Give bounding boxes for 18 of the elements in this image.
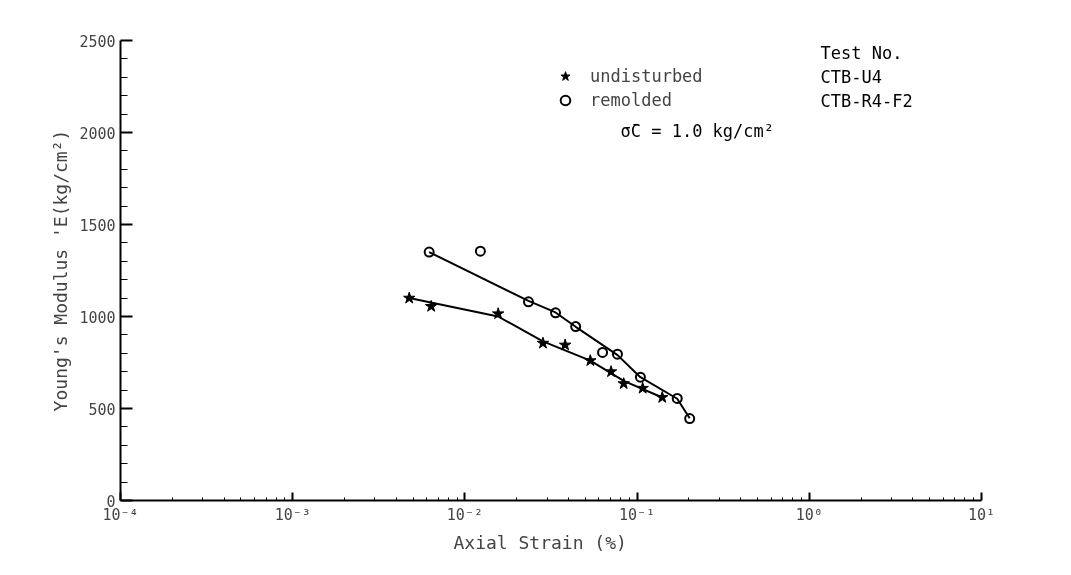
- y-tick-label: 1000: [79, 308, 116, 327]
- y-tick-label: 500: [88, 400, 116, 419]
- annotation: Test No.: [820, 42, 903, 63]
- annotation: CTB-R4-F2: [820, 90, 913, 111]
- x-tick-label: 10⁻³: [274, 505, 311, 524]
- x-axis-title: Axial Strain (%): [453, 531, 627, 553]
- x-tick-label: 10¹: [967, 505, 996, 524]
- annotation: CTB-U4: [820, 66, 882, 87]
- y-tick-label: 1500: [79, 216, 116, 235]
- x-tick-label: 10⁻²: [446, 505, 483, 524]
- legend-label: remolded: [590, 89, 672, 112]
- y-tick-label: 2500: [79, 32, 116, 51]
- annotation: σ̄C = 1.0 kg/cm²: [620, 120, 775, 141]
- y-tick-label: 2000: [79, 124, 116, 143]
- x-tick-label: 10⁰: [795, 505, 823, 524]
- y-axis-title: Young's Modulus 'E(kg/cm²): [50, 129, 72, 412]
- x-tick-label: 10⁻¹: [619, 505, 656, 524]
- legend-label: undisturbed: [590, 65, 703, 88]
